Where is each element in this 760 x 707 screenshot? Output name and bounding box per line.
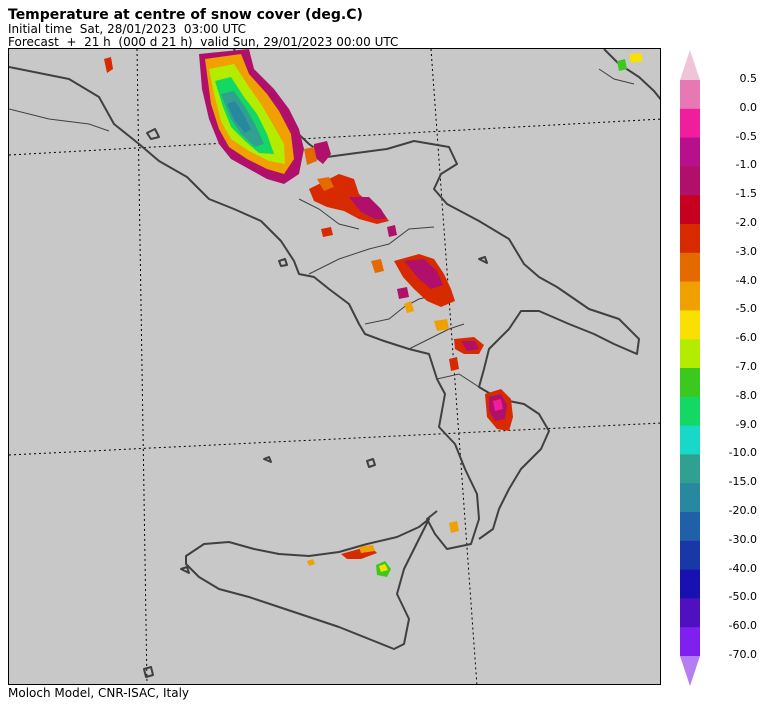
island-egadi [180, 566, 190, 574]
initial-time-label: Initial time Sat, 28/01/2023 03:00 UTC [8, 22, 247, 36]
colorbar-band [680, 569, 700, 599]
colorbar-band [680, 512, 700, 542]
snow-patch [307, 559, 315, 566]
colorbar-band [680, 598, 700, 628]
island-ustica [263, 456, 272, 463]
colorbar-tick-label: -60.0 [728, 619, 757, 633]
snow-patch [404, 259, 443, 289]
snow-patch [434, 319, 449, 331]
forecast-label: Forecast + 21 h (000 d 21 h) valid Sun, … [8, 35, 399, 49]
snow-patch [321, 227, 333, 237]
colorbar-tick-label: -20.0 [728, 504, 757, 517]
colorbar-band [680, 339, 700, 369]
colorbar-tick-label: -9.0 [735, 417, 757, 431]
meridian-line [430, 49, 478, 684]
island-elba [146, 128, 160, 140]
colorbar-tick-label: -15.0 [728, 475, 757, 489]
colorbar-tick-label: -5.0 [735, 302, 757, 316]
colorbar-band [680, 483, 700, 513]
colorbar-tick-label: -30.0 [728, 532, 757, 546]
coast-balkan [603, 49, 660, 101]
map-panel [8, 48, 661, 685]
colorbar-under-triangle [680, 656, 700, 686]
snow-field [104, 49, 643, 577]
snow-patch [317, 177, 334, 191]
colorbar-tick-label: -7.0 [735, 360, 757, 373]
graticule [9, 49, 660, 684]
colorbar-band [680, 396, 700, 427]
colorbar-band [680, 627, 700, 657]
colorbar-canvas [680, 50, 700, 686]
snow-patch [349, 197, 387, 219]
snow-patch [629, 53, 643, 63]
coast-adriatic [233, 49, 640, 540]
colorbar-tick-label: -70.0 [728, 648, 757, 661]
colorbar-tick-label: -0.5 [735, 129, 757, 143]
colorbar-band [680, 252, 700, 283]
snow-patch [379, 564, 388, 572]
snow-patch [449, 357, 459, 371]
snow-patch [104, 57, 113, 73]
snow-patch [493, 399, 503, 411]
colorbar-band [680, 108, 700, 139]
snow-patch [404, 301, 414, 313]
border-line [408, 323, 465, 350]
colorbar-tick-label: -3.0 [735, 244, 757, 258]
island-tremiti [478, 256, 488, 264]
colorbar-band [680, 540, 700, 571]
colorbar-band [680, 80, 700, 110]
snow-patch [617, 59, 627, 71]
chart-title: Temperature at centre of snow cover (deg… [8, 7, 363, 23]
snow-patch [461, 341, 479, 351]
colorbar-band [680, 166, 700, 196]
border-line [298, 198, 360, 230]
coast-tyrrhenian [9, 66, 480, 550]
colorbar-tick-label: -1.0 [735, 158, 757, 172]
snow-patch [371, 259, 384, 273]
colorbar-band [680, 310, 700, 340]
island-aeolian [366, 458, 376, 468]
border-line [598, 68, 635, 85]
colorbar-tick-label: -4.0 [735, 273, 757, 287]
parallel-line [9, 422, 660, 456]
colorbar-band [680, 368, 700, 398]
snow-patch [314, 141, 331, 164]
colorbar-tick-label: -10.0 [728, 446, 757, 460]
island-pantelleria [143, 666, 154, 678]
snow-patch [227, 101, 251, 133]
snow-patch [387, 225, 397, 237]
colorbar [680, 50, 700, 690]
colorbar-tick-label: -50.0 [728, 590, 757, 604]
snow-patch [304, 147, 317, 165]
colorbar-tick-label: -8.0 [735, 388, 757, 402]
colorbar-tick-label: -2.0 [735, 216, 757, 229]
island-ischia [278, 258, 288, 267]
colorbar-band [680, 281, 700, 311]
snow-patch [449, 521, 459, 533]
parallel-line [9, 118, 660, 156]
colorbar-band [680, 137, 700, 167]
colorbar-over-triangle [680, 50, 700, 80]
model-credit: Moloch Model, CNR-ISAC, Italy [8, 686, 190, 700]
map-canvas [9, 49, 660, 684]
meridian-line [136, 49, 148, 684]
colorbar-band [680, 454, 700, 484]
coastline [9, 49, 660, 678]
colorbar-tick-label: -6.0 [735, 331, 757, 345]
colorbar-tick-label: 0.0 [739, 100, 758, 114]
border-line [308, 226, 435, 275]
colorbar-tick-label: 0.5 [739, 72, 758, 85]
snow-patch [397, 287, 409, 299]
colorbar-band [680, 224, 700, 254]
border-line [9, 108, 110, 132]
snow-patch [359, 545, 375, 553]
colorbar-tick-label: -1.5 [735, 187, 757, 201]
regional-borders [9, 68, 635, 388]
colorbar-tick-label: -40.0 [728, 561, 757, 575]
colorbar-band [680, 195, 700, 225]
border-line [436, 373, 480, 388]
colorbar-band [680, 425, 700, 455]
coast-sicily [185, 518, 430, 650]
